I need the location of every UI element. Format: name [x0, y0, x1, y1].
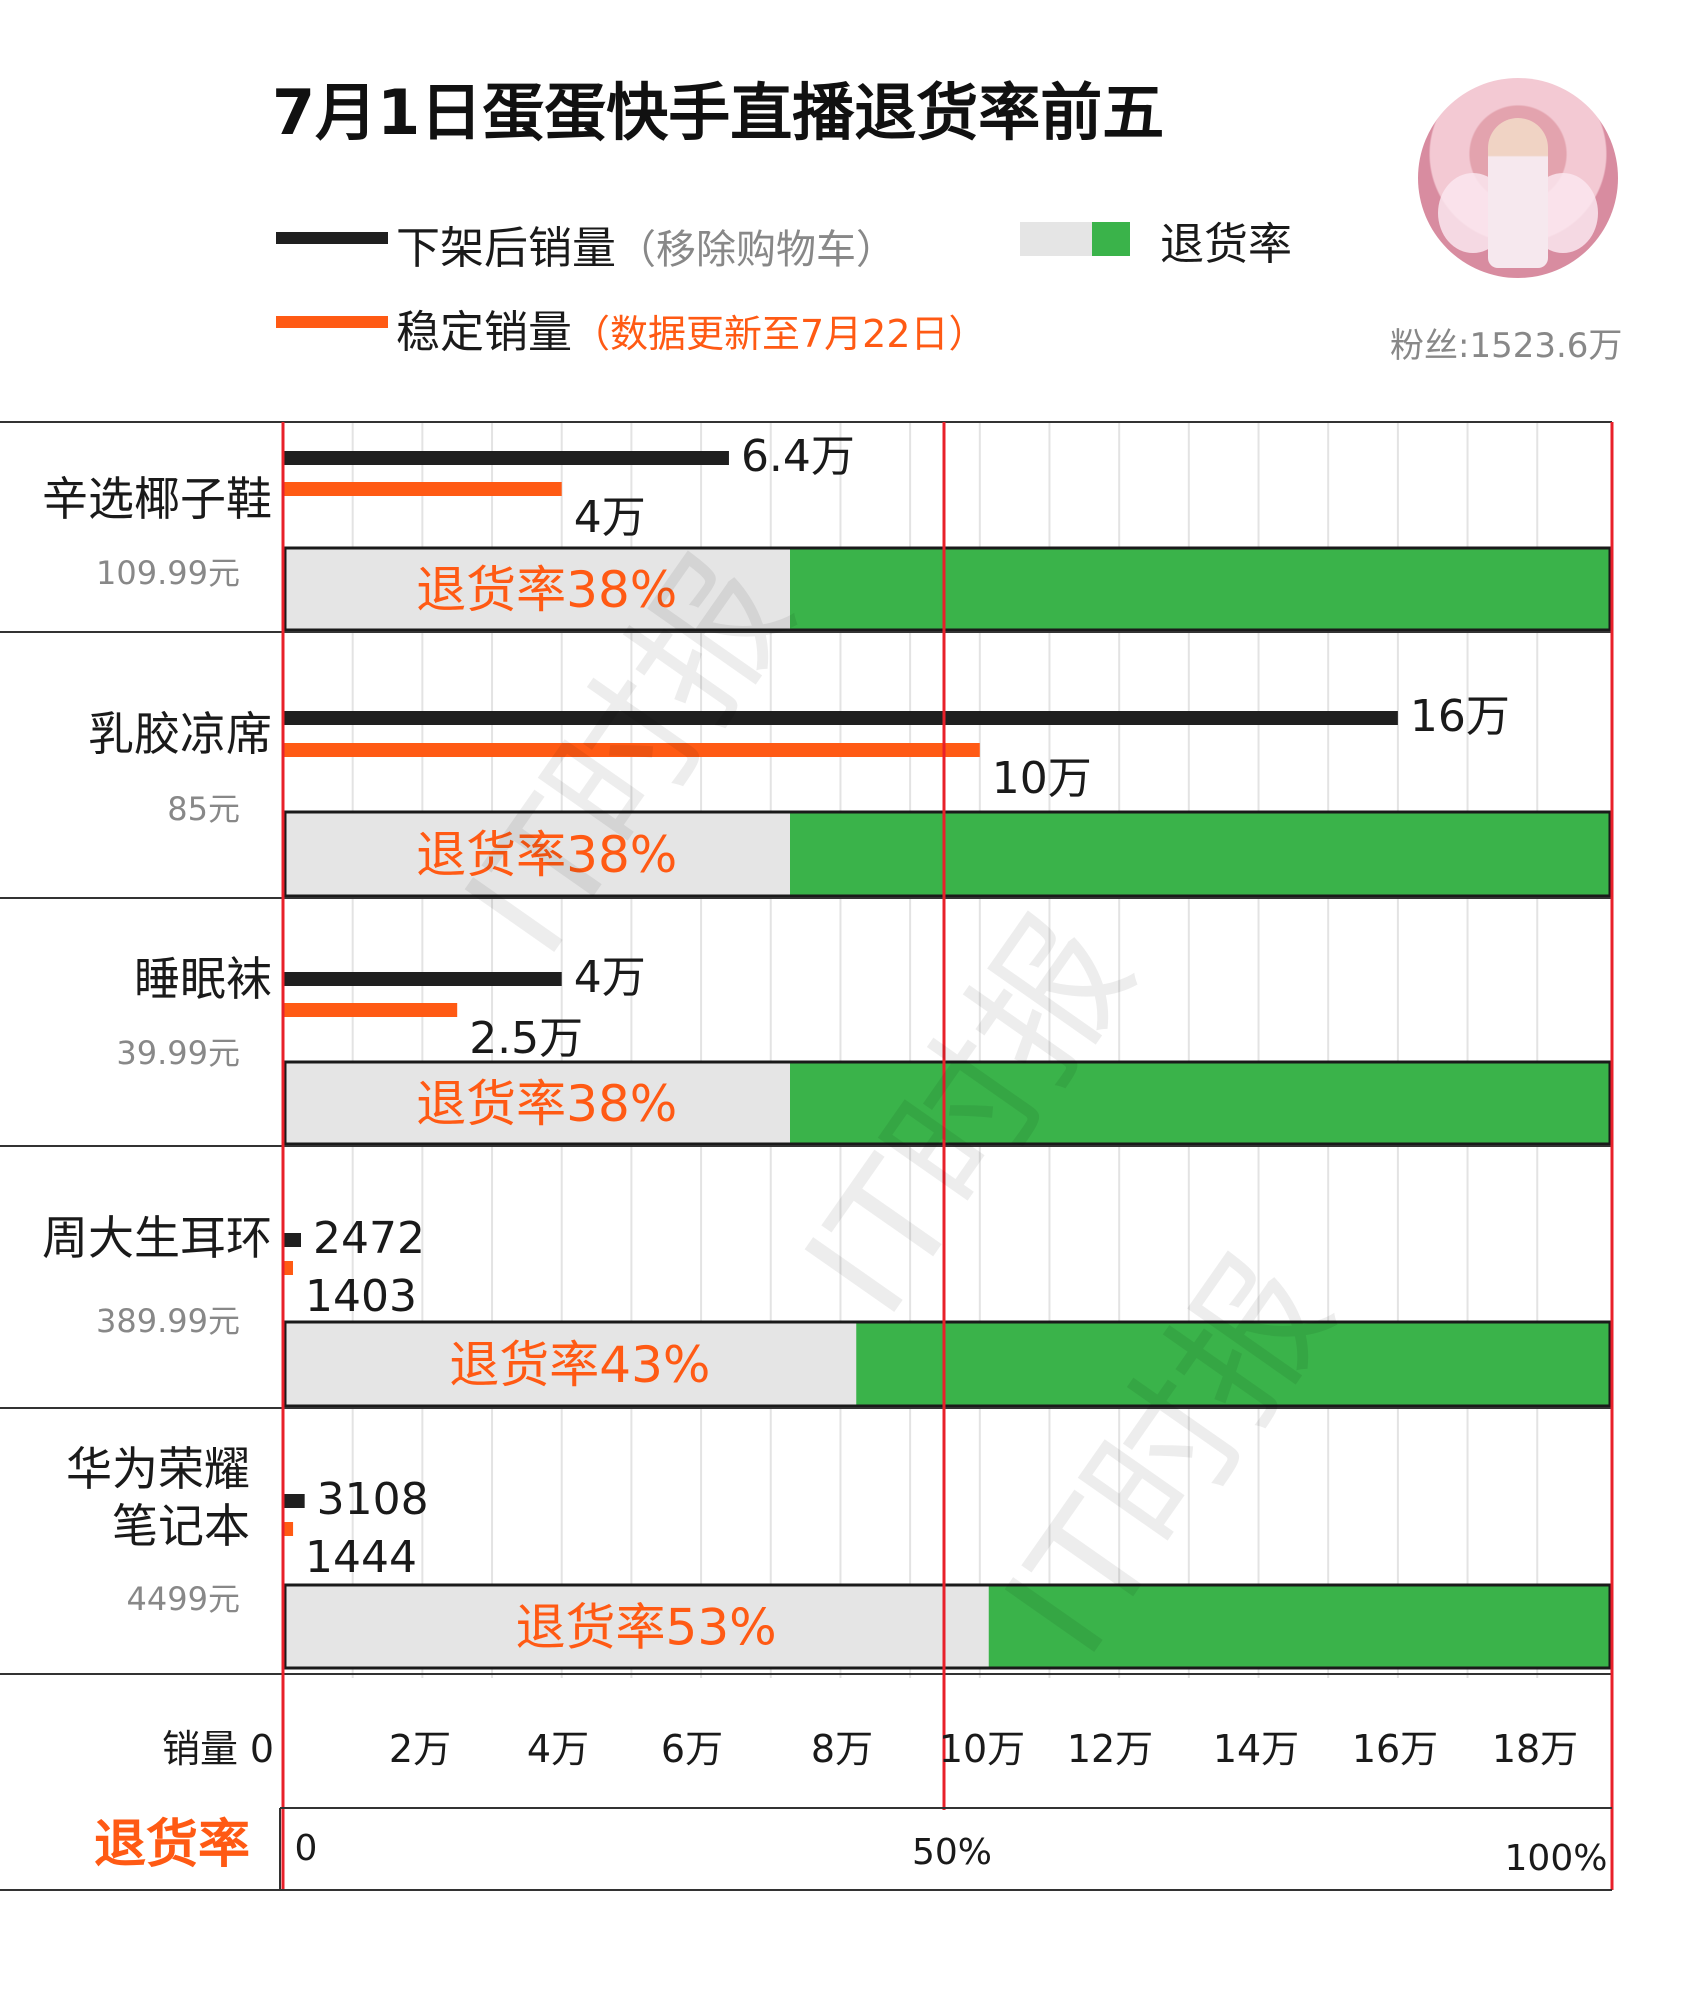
- category-label: 华为荣耀: [66, 1442, 250, 1496]
- tick-label: 50%: [912, 1832, 992, 1873]
- rate-label: 退货率38%: [416, 826, 677, 884]
- legend-black-swatch: [276, 232, 388, 244]
- tick-label: 6万: [661, 1727, 723, 1771]
- category-label: 笔记本: [112, 1499, 250, 1553]
- data-label: 10万: [992, 753, 1092, 804]
- avatar: [1418, 78, 1618, 278]
- tick-label: 14万: [1213, 1727, 1299, 1771]
- legend-orange-text: 稳定销量: [396, 307, 572, 358]
- bar-stable-sales: [283, 1522, 294, 1536]
- legend-rate-swatch-green: [1092, 222, 1130, 256]
- axis-label-sales: 销量: [162, 1727, 238, 1771]
- axis-label-rate: 退货率: [94, 1815, 250, 1875]
- data-label: 1444: [305, 1532, 417, 1583]
- category-label: 辛选椰子鞋: [42, 472, 272, 526]
- chart-title: 7月1日蛋蛋快手直播退货率前五: [272, 76, 1165, 149]
- tick-label: 12万: [1067, 1727, 1153, 1771]
- legend-black-note: （移除购物车）: [616, 227, 896, 273]
- rate-label: 退货率43%: [449, 1336, 710, 1394]
- tick-label: 4万: [527, 1727, 589, 1771]
- data-label: 2472: [313, 1213, 425, 1264]
- tick-label: 18万: [1492, 1727, 1578, 1771]
- category-label: 乳胶凉席: [88, 707, 272, 761]
- tick-label: 10万: [939, 1727, 1025, 1771]
- tick-label: 16万: [1352, 1727, 1438, 1771]
- legend-orange-note: （数据更新至7月22日）: [572, 312, 987, 356]
- data-label: 4万: [574, 492, 646, 543]
- legend-orange-label: 稳定销量（数据更新至7月22日）: [396, 296, 987, 360]
- price-label: 85元: [167, 790, 240, 828]
- tick-label: 100%: [1505, 1838, 1608, 1879]
- bar-stable-sales: [283, 1261, 293, 1275]
- rate-bar-fill: [286, 1586, 989, 1667]
- data-label: 16万: [1410, 691, 1510, 742]
- data-label: 6.4万: [741, 431, 855, 482]
- data-label: 2.5万: [469, 1013, 583, 1064]
- price-label: 389.99元: [96, 1302, 240, 1340]
- rate-bar-fill: [286, 1323, 857, 1405]
- bar-stable-sales: [283, 743, 980, 757]
- rate-bar-fill: [286, 813, 790, 895]
- bar-stable-sales: [283, 1003, 458, 1017]
- rate-bar-fill: [286, 1063, 790, 1143]
- tick-label: 8万: [811, 1727, 873, 1771]
- legend-black-label: 下架后销量（移除购物车）: [396, 212, 896, 276]
- tick-label: 0: [295, 1828, 318, 1869]
- bar-stable-sales: [283, 482, 562, 496]
- legend-rate-swatch-gray: [1020, 222, 1092, 256]
- price-label: 39.99元: [116, 1034, 240, 1072]
- legend-orange-swatch: [276, 316, 388, 328]
- bar-removed-sales: [283, 1233, 301, 1247]
- rate-bar-fill: [286, 549, 790, 629]
- tick-label: 0: [250, 1727, 274, 1771]
- rate-label: 退货率53%: [516, 1599, 777, 1657]
- price-label: 109.99元: [96, 554, 240, 592]
- data-label: 3108: [317, 1474, 429, 1525]
- bar-removed-sales: [283, 972, 562, 986]
- bar-removed-sales: [283, 711, 1398, 725]
- data-label: 4万: [574, 952, 646, 1003]
- category-label: 睡眠袜: [134, 952, 272, 1006]
- bar-removed-sales: [283, 451, 729, 465]
- rate-label: 退货率38%: [416, 1075, 677, 1133]
- price-label: 4499元: [127, 1580, 240, 1618]
- rate-label: 退货率38%: [416, 561, 677, 619]
- tick-label: 2万: [389, 1727, 451, 1771]
- fans-count: 粉丝:1523.6万: [1390, 326, 1623, 366]
- bar-removed-sales: [283, 1494, 305, 1508]
- data-label: 1403: [305, 1271, 417, 1322]
- category-label: 周大生耳环: [42, 1211, 272, 1265]
- legend-black-text: 下架后销量: [396, 223, 616, 274]
- legend-rate-label: 退货率: [1160, 219, 1292, 270]
